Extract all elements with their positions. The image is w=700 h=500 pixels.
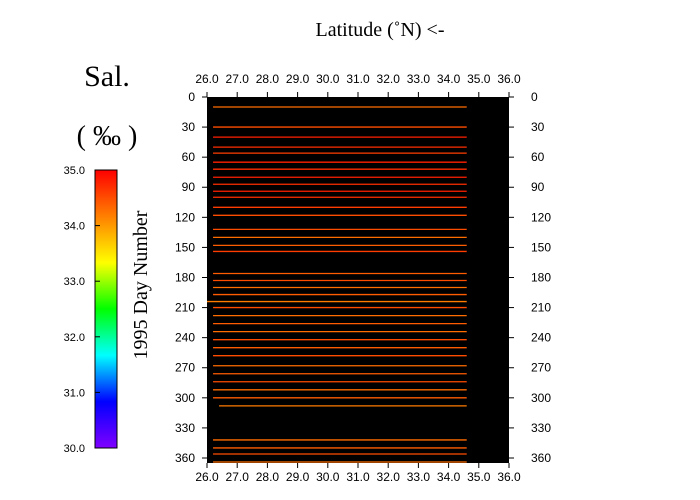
y-tick-label-left: 120 <box>175 210 195 224</box>
y-tick-label-left: 30 <box>182 120 196 134</box>
colorbar-tick-label: 35.0 <box>64 165 85 177</box>
y-tick-label-left: 60 <box>182 150 196 164</box>
x-tick-label-top: 33.0 <box>407 72 431 86</box>
x-tick-label-bottom: 36.0 <box>497 470 521 484</box>
y-tick-label-left: 0 <box>188 90 195 104</box>
y-tick-label-right: 150 <box>531 240 551 254</box>
y-tick-label-right: 60 <box>531 150 545 164</box>
x-tick-label-bottom: 35.0 <box>467 470 491 484</box>
y-tick-label-right: 360 <box>531 451 551 465</box>
x-axis-title: Latitude (˚N) <- <box>315 19 444 41</box>
y-tick-label-left: 300 <box>175 391 195 405</box>
y-tick-label-right: 30 <box>531 120 545 134</box>
x-tick-label-bottom: 33.0 <box>407 470 431 484</box>
y-tick-label-right: 120 <box>531 210 551 224</box>
colorbar-title: Sal. <box>84 60 130 93</box>
y-tick-label-left: 360 <box>175 451 195 465</box>
x-tick-label-top: 34.0 <box>437 72 461 86</box>
y-tick-label-left: 210 <box>175 301 195 315</box>
y-tick-label-right: 330 <box>531 421 551 435</box>
y-tick-label-left: 90 <box>182 180 196 194</box>
x-tick-label-top: 27.0 <box>226 72 250 86</box>
y-tick-label-right: 180 <box>531 270 551 284</box>
x-tick-label-top: 30.0 <box>316 72 340 86</box>
colorbar-tick-label: 32.0 <box>64 332 85 344</box>
x-tick-label-bottom: 34.0 <box>437 470 461 484</box>
y-tick-label-right: 300 <box>531 391 551 405</box>
y-tick-label-left: 180 <box>175 270 195 284</box>
x-tick-label-top: 31.0 <box>346 72 370 86</box>
data-tracks <box>207 106 467 463</box>
colorbar-tick-label: 31.0 <box>64 387 85 399</box>
x-tick-label-top: 35.0 <box>467 72 491 86</box>
x-tick-label-top: 32.0 <box>377 72 401 86</box>
x-tick-label-top: 29.0 <box>286 72 310 86</box>
axes: 26.0 26.0 27.0 27.0 28.0 28.0 29.0 29.0 30.0 30.0… <box>175 72 551 484</box>
y-tick-label-left: 330 <box>175 421 195 435</box>
y-tick-label-right: 240 <box>531 331 551 345</box>
y-tick-label-left: 150 <box>175 240 195 254</box>
x-tick-label-bottom: 30.0 <box>316 470 340 484</box>
x-tick-label-bottom: 28.0 <box>256 470 280 484</box>
x-tick-label-top: 26.0 <box>195 72 219 86</box>
x-tick-label-top: 36.0 <box>497 72 521 86</box>
colorbar-tick-label: 30.0 <box>64 443 85 455</box>
colorbar <box>94 169 118 449</box>
y-tick-label-left: 240 <box>175 331 195 345</box>
y-tick-label-right: 0 <box>531 90 538 104</box>
x-tick-label-bottom: 27.0 <box>226 470 250 484</box>
colorbar-unit: ( ‰ ) <box>77 121 138 152</box>
x-tick-label-bottom: 32.0 <box>377 470 401 484</box>
colorbar-tick-label: 33.0 <box>64 276 85 288</box>
y-tick-label-left: 270 <box>175 361 195 375</box>
y-tick-label-right: 210 <box>531 301 551 315</box>
y-tick-label-right: 90 <box>531 180 545 194</box>
colorbar-tick-label: 34.0 <box>64 221 85 233</box>
x-tick-label-bottom: 26.0 <box>195 470 219 484</box>
y-axis-title: 1995 Day Number <box>130 210 152 359</box>
y-tick-label-right: 270 <box>531 361 551 375</box>
x-tick-label-bottom: 29.0 <box>286 470 310 484</box>
x-tick-label-top: 28.0 <box>256 72 280 86</box>
colorbar-ticks: 35.0 34.0 33.0 32.0 31.0 30.0 <box>64 165 100 455</box>
x-tick-label-bottom: 31.0 <box>346 470 370 484</box>
